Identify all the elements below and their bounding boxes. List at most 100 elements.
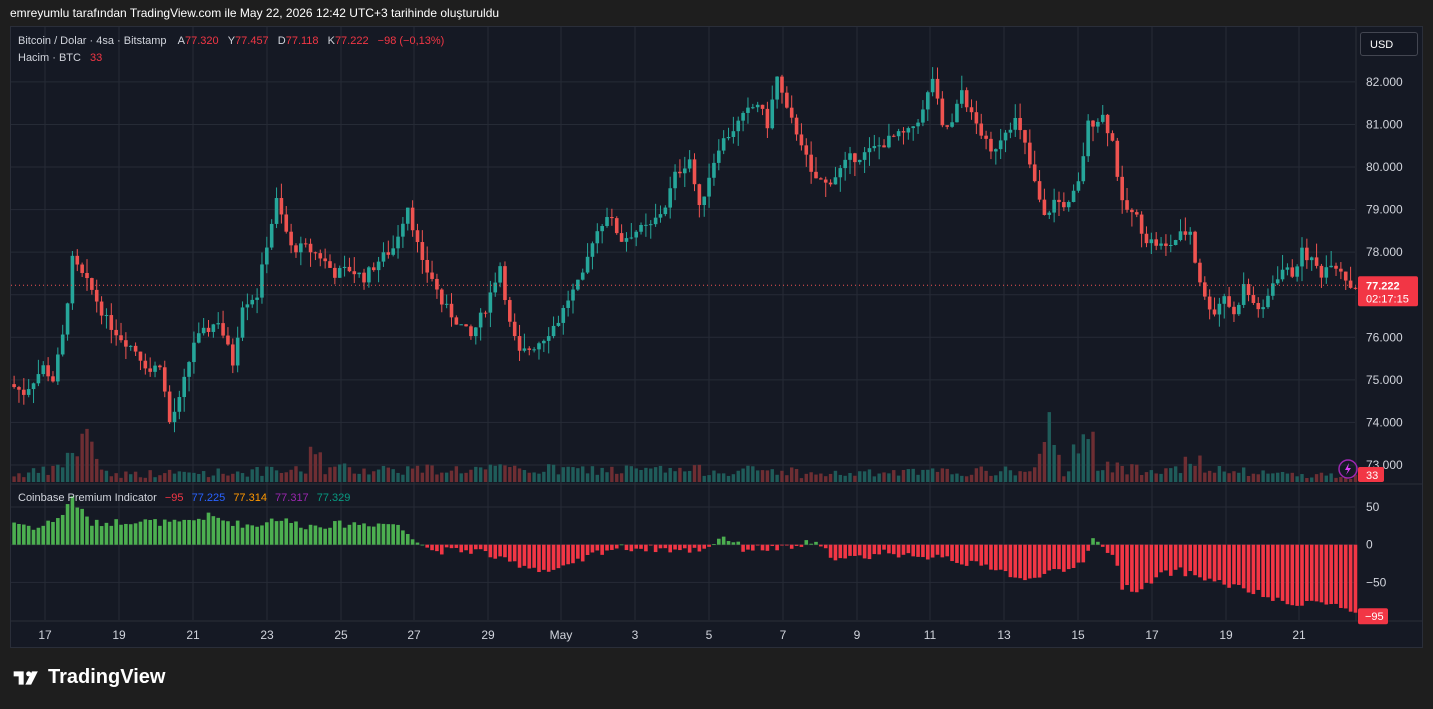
premium-bar xyxy=(619,544,624,546)
premium-bar xyxy=(721,536,726,545)
candle-body xyxy=(639,224,643,232)
candle-body xyxy=(979,123,984,136)
premium-bar xyxy=(1105,544,1110,553)
premium-bar xyxy=(974,544,979,562)
premium-bar xyxy=(770,544,775,546)
volume-bar xyxy=(644,467,648,482)
premium-bar xyxy=(250,525,255,545)
volume-bar xyxy=(1125,474,1129,482)
premium-bar xyxy=(488,544,493,558)
volume-bar xyxy=(775,474,779,482)
volume-bar xyxy=(104,470,109,482)
indicator-value-5: 77.329 xyxy=(316,492,351,504)
volume-bar xyxy=(133,471,138,482)
premium-bar xyxy=(80,508,84,545)
premium-bar xyxy=(396,524,400,545)
close-value: 77.222 xyxy=(334,35,369,47)
candle-body xyxy=(906,128,911,133)
indicator-badge xyxy=(1358,608,1388,625)
premium-bar xyxy=(1110,544,1115,555)
volume-bar xyxy=(153,477,157,482)
volume-bar xyxy=(201,471,206,482)
volume-bar xyxy=(658,465,663,482)
volume-bar xyxy=(1062,476,1066,482)
candle-body xyxy=(1168,245,1173,247)
volume-bar xyxy=(653,467,658,482)
premium-bar xyxy=(624,544,629,551)
volume-bar xyxy=(333,466,337,482)
volume-bar xyxy=(206,477,211,482)
time-tick-label: May xyxy=(550,628,573,642)
premium-bar xyxy=(323,528,327,545)
premium-bar xyxy=(192,520,196,545)
candle-body xyxy=(1130,209,1134,213)
premium-bar xyxy=(809,543,813,545)
volume-bar xyxy=(819,473,823,482)
volume-bar xyxy=(372,471,376,482)
candle-body xyxy=(284,214,289,232)
price-badge-countdown: 02:17:15 xyxy=(1366,293,1409,305)
premium-bar xyxy=(133,523,138,545)
premium-bar xyxy=(789,544,794,549)
volume-bar xyxy=(960,475,964,482)
premium-bar xyxy=(1212,544,1217,582)
premium-bar xyxy=(857,544,862,556)
tradingview-brand[interactable]: TradingView xyxy=(12,666,165,689)
volume-bar xyxy=(80,433,84,482)
premium-bar xyxy=(741,544,745,552)
time-tick-label: 23 xyxy=(260,628,274,642)
lightning-icon xyxy=(1338,459,1358,479)
premium-bar xyxy=(1013,544,1018,578)
volume-bar xyxy=(974,468,979,482)
volume-bar xyxy=(1319,472,1324,482)
premium-bar xyxy=(644,544,648,552)
premium-bar xyxy=(1275,544,1280,598)
candle-body xyxy=(1110,133,1115,141)
premium-bar xyxy=(916,544,920,557)
volume-bar xyxy=(984,470,988,482)
premium-bar xyxy=(235,520,240,545)
premium-bar xyxy=(337,520,342,545)
candle-body xyxy=(512,321,517,337)
premium-bar xyxy=(1246,544,1251,593)
candle-body xyxy=(755,104,760,108)
premium-bar xyxy=(930,544,935,558)
candle-body xyxy=(167,391,172,423)
premium-bar xyxy=(255,526,259,545)
time-tick-label: 29 xyxy=(481,628,495,642)
candle-body xyxy=(274,198,279,224)
candle-body xyxy=(119,335,123,341)
volume-bar xyxy=(56,464,60,482)
candle-body xyxy=(75,255,80,265)
premium-bar xyxy=(1144,544,1149,583)
candle-body xyxy=(1086,120,1090,157)
open-value: 77.320 xyxy=(184,35,219,47)
candle-body xyxy=(605,217,609,226)
volume-bar xyxy=(1344,477,1348,482)
currency-button[interactable]: USD xyxy=(1360,32,1418,56)
volume-bar xyxy=(1280,471,1285,482)
volume-bar xyxy=(1013,475,1017,482)
indicator-tick-label: −50 xyxy=(1366,575,1387,589)
premium-bar xyxy=(1261,544,1265,598)
candle-body xyxy=(658,214,663,218)
volume-bar xyxy=(1164,468,1168,482)
volume-bar xyxy=(478,467,483,482)
premium-bar xyxy=(216,517,221,545)
time-tick-label: 21 xyxy=(186,628,200,642)
premium-bar xyxy=(415,542,420,545)
premium-bar xyxy=(969,544,974,561)
volume-bar xyxy=(469,469,473,482)
candle-body xyxy=(493,282,498,293)
premium-bar xyxy=(600,544,604,555)
candle-body xyxy=(814,171,818,179)
candle-body xyxy=(1028,142,1032,165)
premium-bar xyxy=(925,544,930,560)
volume-bar xyxy=(1047,412,1051,482)
candle-body xyxy=(896,131,901,137)
premium-bar xyxy=(26,525,31,545)
volume-bar xyxy=(109,476,113,482)
volume-bar xyxy=(828,473,833,482)
premium-bar xyxy=(289,522,293,545)
